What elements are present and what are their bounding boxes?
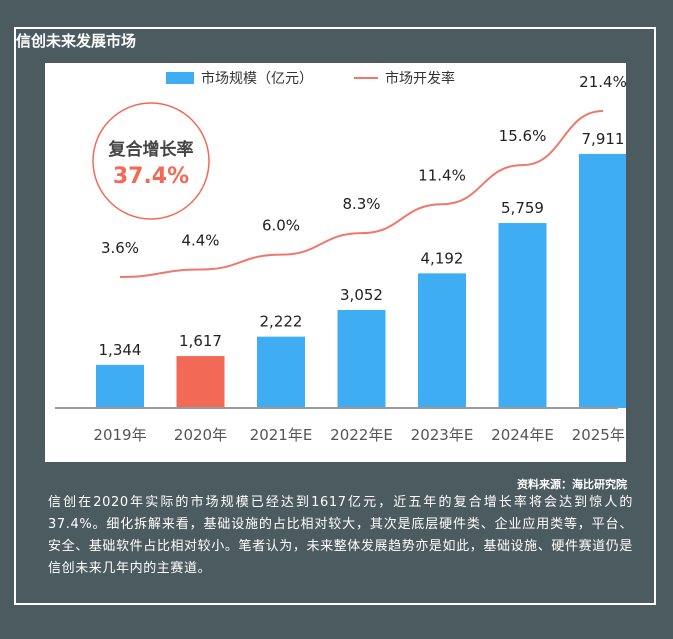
legend-bar-swatch: [166, 72, 194, 84]
bar-value-label: 5,759: [501, 199, 544, 217]
cagr-callout-label: 复合增长率: [108, 139, 194, 160]
bar-2024年E: [498, 223, 547, 408]
x-tick-label: 2025年E: [572, 426, 626, 444]
rate-value-label: 3.6%: [101, 239, 139, 257]
bar-value-label: 1,617: [179, 332, 222, 350]
bar-value-label: 4,192: [421, 249, 464, 267]
legend-bar-label: 市场规模（亿元）: [201, 70, 313, 87]
x-tick-label: 2022年E: [330, 426, 393, 444]
bar-2022年E: [337, 309, 386, 408]
rate-value-label: 15.6%: [499, 127, 547, 145]
bar-2021年E: [257, 336, 305, 408]
x-tick-label: 2023年E: [411, 426, 474, 444]
bar-2023年E: [418, 273, 466, 408]
cagr-callout-value: 37.4%: [113, 164, 189, 189]
page-title: 信创未来发展市场: [16, 32, 137, 50]
analysis-paragraph: 信创在2020年实际的市场规模已经达到1617亿元，近五年的复合增长率将会达到惊…: [48, 495, 633, 576]
data-source: 资料来源：海比研究院: [517, 478, 627, 491]
chart-panel: 市场规模（亿元） 市场开发率 复合增长率 37.4% 1,344 2019年 3.6…: [45, 63, 634, 462]
bar-2020年: [176, 356, 225, 408]
bar-value-label: 7,911: [582, 130, 625, 148]
bar-value-label: 1,344: [99, 341, 142, 359]
cagr-callout-circle: [92, 102, 210, 220]
x-tick-label: 2024年E: [491, 426, 554, 444]
rate-value-label: 11.4%: [418, 166, 466, 184]
market-chart: 市场规模（亿元） 市场开发率 复合增长率 37.4% 1,344 2019年 3.6…: [55, 70, 634, 444]
rate-value-label: 8.3%: [342, 195, 380, 213]
bar-2019年: [96, 364, 144, 408]
bar-value-label: 2,222: [260, 313, 303, 331]
x-tick-label: 2020年: [174, 426, 227, 444]
x-tick-label: 2021年E: [250, 426, 313, 444]
rate-value-label: 21.4%: [579, 73, 626, 91]
rate-value-label: 6.0%: [262, 217, 300, 235]
growth-rate-line: [119, 110, 604, 278]
legend-line-label: 市场开发率: [385, 70, 455, 87]
bar-value-label: 3,052: [340, 286, 383, 304]
rate-value-label: 4.4%: [181, 232, 219, 250]
x-tick-label: 2019年: [93, 426, 146, 444]
content-frame: [14, 27, 656, 605]
bar-2025年E: [579, 153, 627, 408]
